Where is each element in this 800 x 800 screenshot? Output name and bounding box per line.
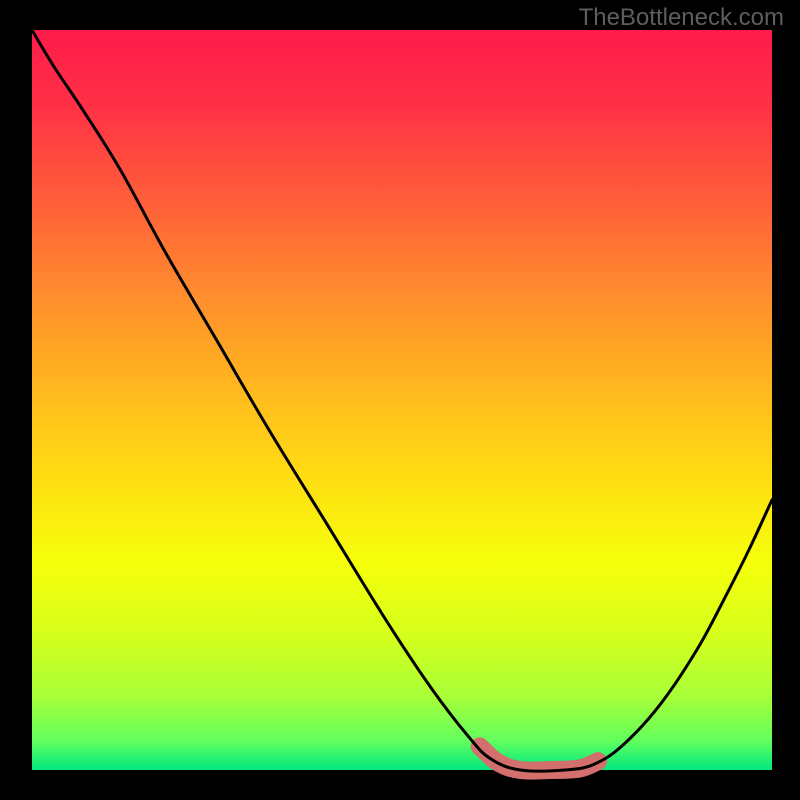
chart-stage: TheBottleneck.com <box>0 0 800 800</box>
bottleneck-curve <box>32 30 772 771</box>
watermark-text: TheBottleneck.com <box>579 4 784 32</box>
chart-overlay-svg <box>0 0 800 800</box>
